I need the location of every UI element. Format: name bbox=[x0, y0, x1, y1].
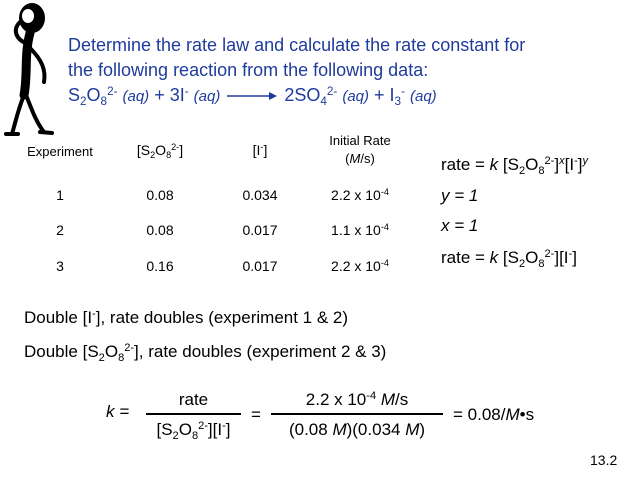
x-result: x = 1 bbox=[441, 216, 479, 235]
slide-number: 13.2 bbox=[590, 452, 618, 468]
k-result: = 0.08/M•s bbox=[453, 405, 535, 424]
row-2-rate: 1.1 x 10-4 bbox=[331, 222, 389, 238]
header-iodide: [I-] bbox=[252, 142, 268, 158]
row-3-s2o8: 0.16 bbox=[146, 258, 174, 274]
equals-sign: = bbox=[251, 405, 261, 424]
row-1-iodide: 0.034 bbox=[242, 187, 278, 203]
row-1-rate: 2.2 x 10-4 bbox=[331, 187, 389, 203]
title-line-2: the following reaction from the followin… bbox=[68, 60, 429, 80]
fraction-2-bar bbox=[271, 413, 443, 415]
observation-s2o8: Double [S2O82-], rate doubles (experimen… bbox=[24, 341, 387, 364]
fraction-1-denominator: [S2O82-][I-] bbox=[156, 419, 231, 442]
fraction-2-denominator: (0.08 M)(0.034 M) bbox=[288, 420, 426, 439]
rate-law-general: rate = k [S2O82-]x[I-]y bbox=[441, 154, 589, 177]
reaction-equation: S2O82- (aq) + 3I- (aq) 2SO42- (aq) + I3-… bbox=[68, 84, 437, 109]
k-label: k = bbox=[106, 402, 130, 421]
row-2-iodide: 0.017 bbox=[242, 222, 278, 238]
header-initial-rate: Initial Rate (M/s) bbox=[329, 133, 391, 166]
reaction-arrow-icon bbox=[227, 92, 278, 101]
observation-iodide: Double [I-], rate doubles (experiment 1 … bbox=[24, 307, 349, 327]
row-1-experiment: 1 bbox=[56, 187, 64, 203]
y-result: y = 1 bbox=[441, 186, 479, 205]
fraction-1-bar bbox=[146, 413, 241, 415]
row-2-s2o8: 0.08 bbox=[146, 222, 174, 238]
header-experiment: Experiment bbox=[27, 144, 93, 159]
fraction-1-numerator: rate bbox=[178, 390, 209, 409]
rate-law-final: rate = k [S2O82-][I-] bbox=[441, 247, 577, 270]
row-3-experiment: 3 bbox=[56, 258, 64, 274]
row-3-rate: 2.2 x 10-4 bbox=[331, 258, 389, 274]
row-1-s2o8: 0.08 bbox=[146, 187, 174, 203]
header-s2o8: [S2O82-] bbox=[136, 142, 184, 161]
thinking-stick-figure-icon bbox=[4, 3, 54, 136]
title-line-1: Determine the rate law and calculate the… bbox=[68, 35, 526, 55]
row-2-experiment: 2 bbox=[56, 222, 64, 238]
row-3-iodide: 0.017 bbox=[242, 258, 278, 274]
fraction-2-numerator: 2.2 x 10-4 M/s bbox=[305, 389, 409, 409]
